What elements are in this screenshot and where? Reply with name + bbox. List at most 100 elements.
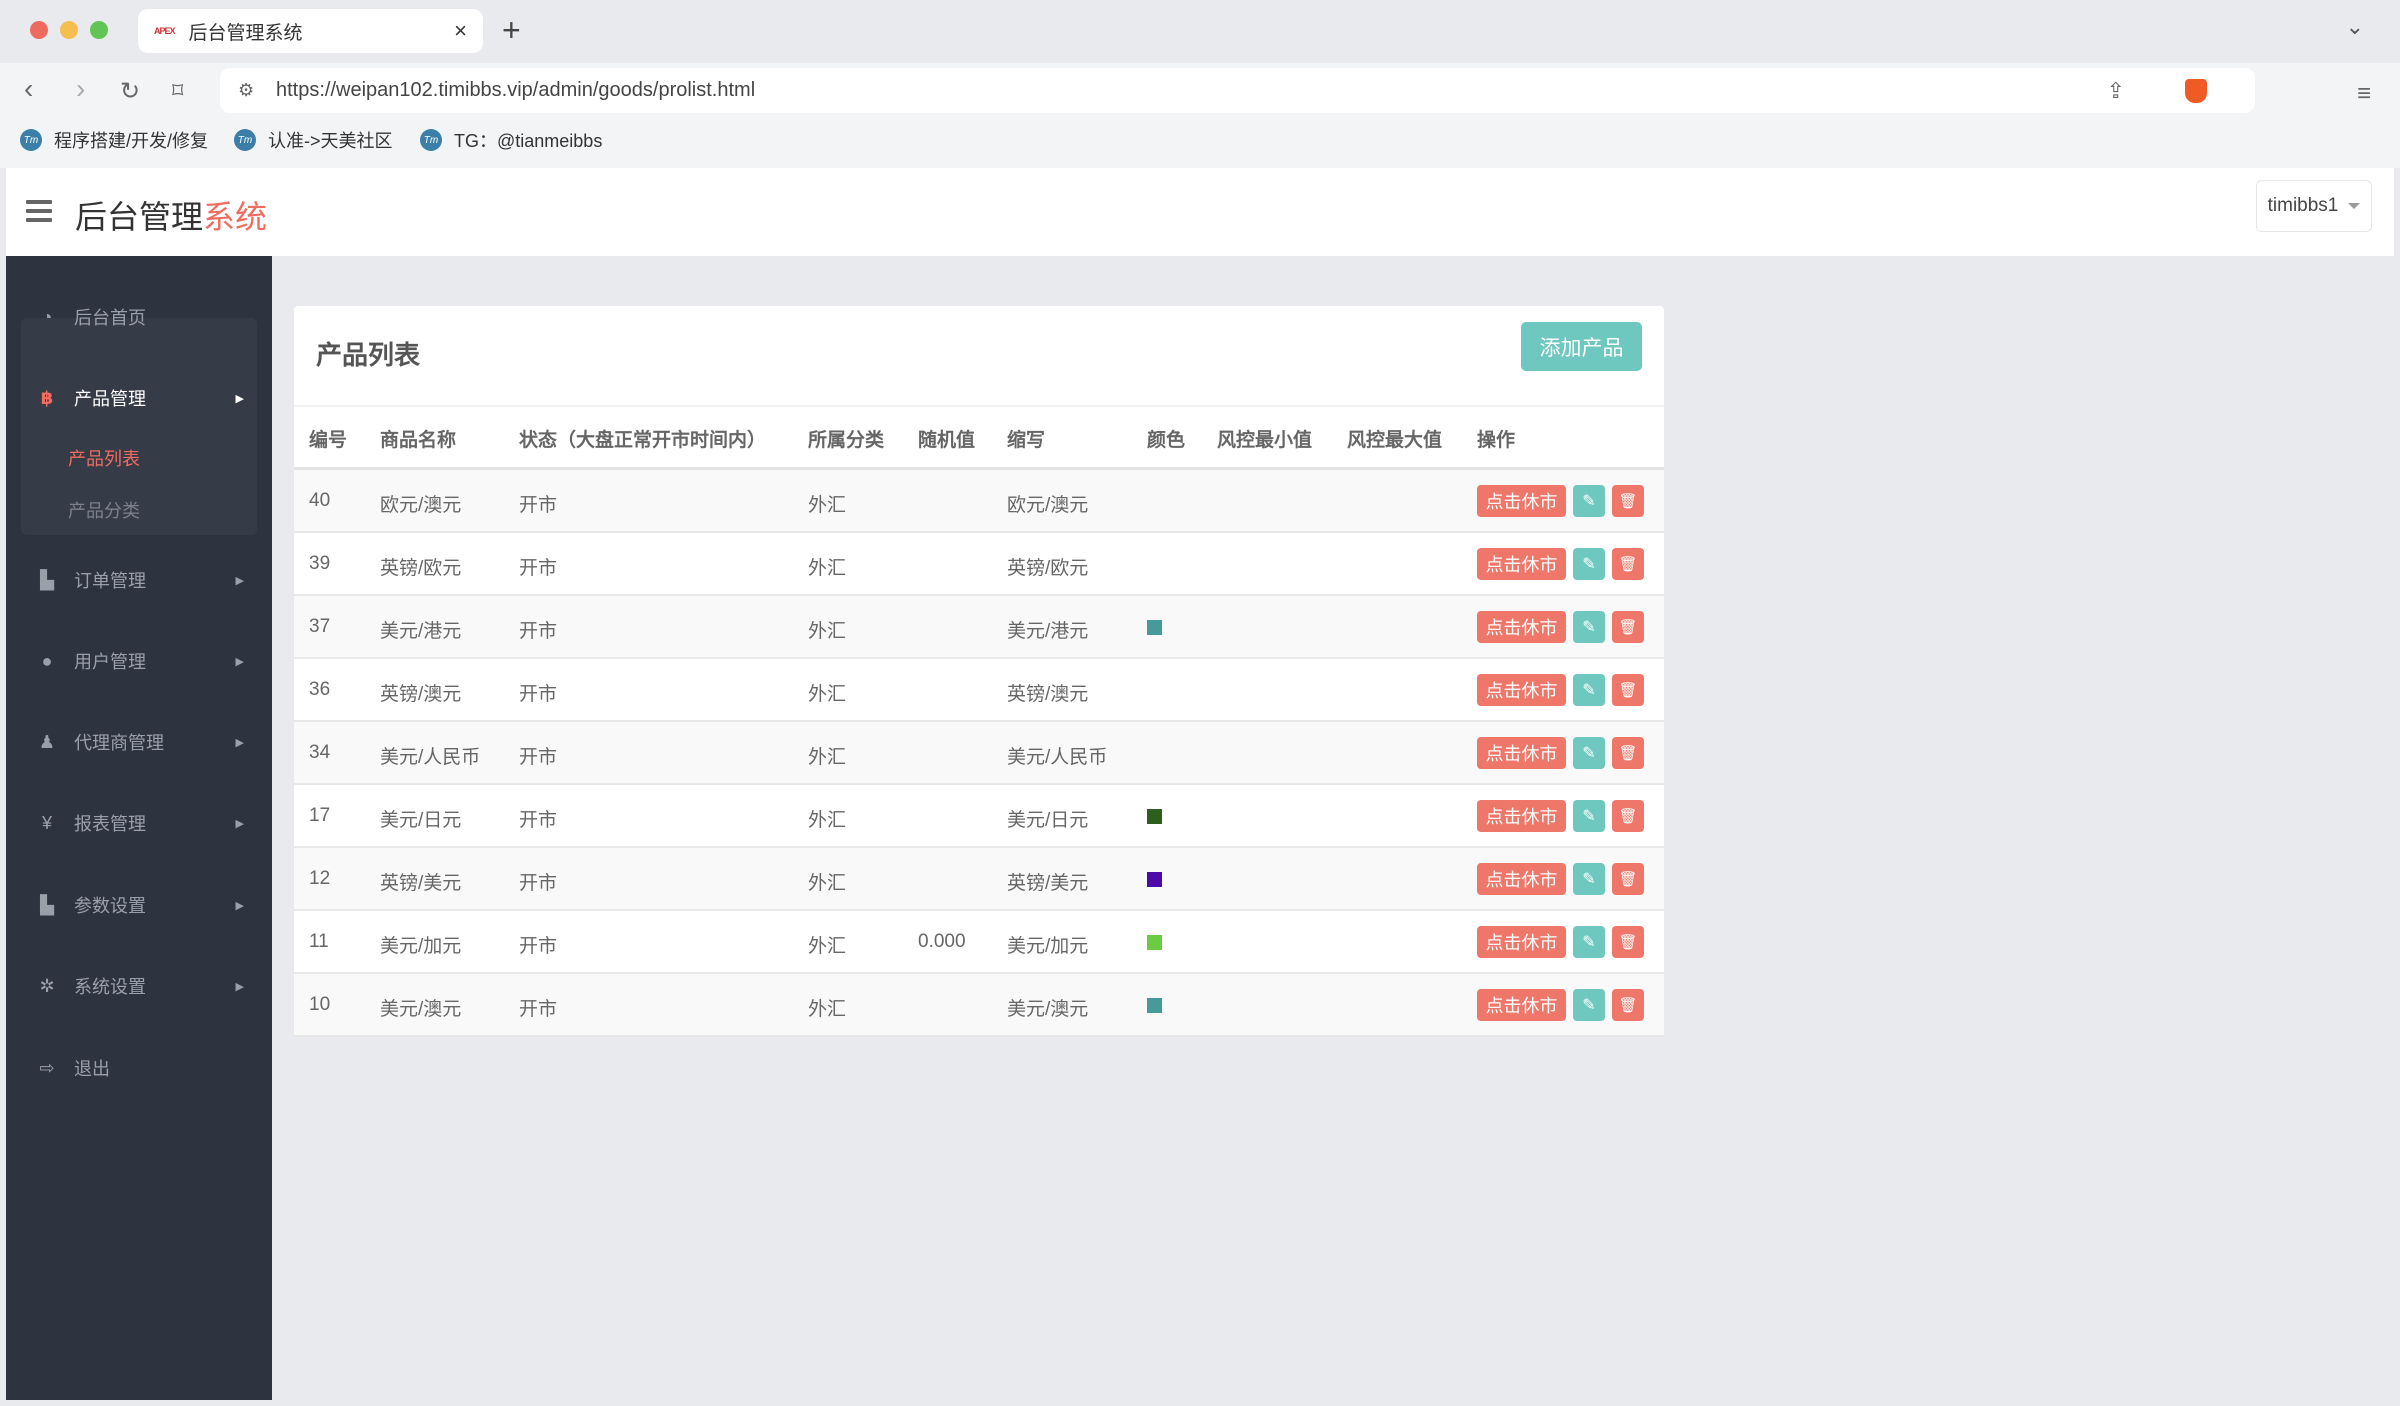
cell-status: 开市: [519, 747, 558, 768]
close-market-button[interactable]: 点击休市: [1477, 926, 1566, 958]
column-header: 编号: [309, 430, 348, 451]
maximize-window-button[interactable]: [90, 21, 108, 39]
chevron-right-icon: ▶: [235, 736, 244, 749]
close-tab-icon[interactable]: ×: [454, 18, 467, 43]
tab-list-chevron-icon[interactable]: ⌄: [2345, 14, 2364, 39]
cell-name: 英镑/美元: [380, 873, 462, 894]
cell-id: 11: [309, 931, 329, 952]
close-market-button[interactable]: 点击休市: [1477, 674, 1566, 706]
address-bar[interactable]: ⚙ https://weipan102.timibbs.vip/admin/go…: [220, 68, 2255, 113]
delete-button[interactable]: 🗑: [1612, 611, 1644, 643]
delete-button[interactable]: 🗑: [1612, 800, 1644, 832]
table-row: 11 美元/加元 开市 外汇 0.000 美元/加元 点击休市 ✎ 🗑: [294, 911, 1664, 974]
edit-button[interactable]: ✎: [1573, 611, 1605, 643]
color-swatch: [1147, 998, 1162, 1013]
column-header: 风控最大值: [1347, 430, 1443, 451]
cell-status: 开市: [519, 684, 558, 705]
back-icon[interactable]: ‹: [24, 73, 34, 104]
edit-button[interactable]: ✎: [1573, 800, 1605, 832]
sidebar-item-label: 后台首页: [74, 308, 146, 328]
menu-icon[interactable]: ≡: [2357, 80, 2372, 107]
site-settings-icon[interactable]: ⚙: [238, 80, 255, 100]
cell-name: 英镑/澳元: [380, 684, 462, 705]
sidebar-item[interactable]: ▙ 参数设置 ▶: [34, 892, 244, 918]
edit-button[interactable]: ✎: [1573, 737, 1605, 769]
sidebar-item[interactable]: ● 用户管理 ▶: [34, 648, 244, 674]
cell-name: 英镑/欧元: [380, 558, 462, 579]
close-market-button[interactable]: 点击休市: [1477, 737, 1566, 769]
sidebar-item-label: 用户管理: [74, 652, 146, 672]
sidebar-item[interactable]: ▙ 订单管理 ▶: [34, 567, 244, 593]
cell-abbr: 美元/港元: [1007, 621, 1089, 642]
cell-status: 开市: [519, 936, 558, 957]
sidebar-subitem[interactable]: 产品分类: [68, 497, 278, 523]
close-market-button[interactable]: 点击休市: [1477, 800, 1566, 832]
close-market-button[interactable]: 点击休市: [1477, 611, 1566, 643]
share-icon[interactable]: ⇪: [2106, 77, 2125, 103]
reload-icon[interactable]: ↻: [120, 78, 141, 105]
bookmark-label: TG：@tianmeibbs: [454, 131, 603, 151]
bookmark-label: 程序搭建/开发/修复: [54, 131, 209, 151]
add-product-button[interactable]: 添加产品: [1521, 322, 1642, 371]
delete-button[interactable]: 🗑: [1612, 926, 1644, 958]
close-window-button[interactable]: [30, 21, 48, 39]
sidebar-item[interactable]: ◔ 后台首页: [34, 304, 244, 330]
sidebar-item[interactable]: ¥ 报表管理 ▶: [34, 810, 244, 836]
edit-button[interactable]: ✎: [1573, 674, 1605, 706]
close-market-button[interactable]: 点击休市: [1477, 863, 1566, 895]
cell-name: 美元/日元: [380, 810, 462, 831]
color-swatch: [1147, 620, 1162, 635]
cell-abbr: 英镑/澳元: [1007, 684, 1089, 705]
close-market-button[interactable]: 点击休市: [1477, 485, 1566, 517]
edit-button[interactable]: ✎: [1573, 548, 1605, 580]
sidebar-item[interactable]: ⇨ 退出: [34, 1055, 244, 1081]
bitcoin-icon: ฿: [40, 387, 54, 408]
forward-icon[interactable]: ›: [76, 73, 86, 104]
pencil-icon: ✎: [1582, 808, 1596, 825]
close-market-button[interactable]: 点击休市: [1477, 989, 1566, 1021]
cell-id: 34: [309, 742, 331, 763]
bookmark-item[interactable]: Tm TG：@tianmeibbs: [420, 127, 602, 153]
cell-name: 欧元/澳元: [380, 495, 462, 516]
cell-name: 美元/人民币: [380, 747, 481, 768]
sidebar-item[interactable]: ♟ 代理商管理 ▶: [34, 729, 244, 755]
sidebar-subitem-label: 产品分类: [68, 501, 140, 521]
app-header: [6, 168, 2394, 256]
edit-button[interactable]: ✎: [1573, 926, 1605, 958]
cell-id: 12: [309, 868, 331, 889]
column-header: 操作: [1477, 430, 1516, 451]
delete-button[interactable]: 🗑: [1612, 989, 1644, 1021]
color-swatch: [1147, 935, 1162, 950]
edit-button[interactable]: ✎: [1573, 485, 1605, 517]
pencil-icon: ✎: [1582, 934, 1596, 951]
delete-button[interactable]: 🗑: [1612, 485, 1644, 517]
caret-down-icon: [2348, 203, 2361, 209]
sidebar-item-label: 参数设置: [74, 896, 146, 916]
new-tab-button[interactable]: +: [502, 12, 521, 48]
column-header: 颜色: [1147, 430, 1186, 451]
hamburger-menu-icon[interactable]: [26, 200, 52, 227]
sidebar-subitem[interactable]: 产品列表: [68, 445, 278, 471]
bookmark-favicon-icon: Tm: [20, 129, 42, 151]
brave-shield-icon[interactable]: [2185, 78, 2207, 103]
delete-button[interactable]: 🗑: [1612, 548, 1644, 580]
close-market-button[interactable]: 点击休市: [1477, 548, 1566, 580]
edit-button[interactable]: ✎: [1573, 989, 1605, 1021]
cell-status: 开市: [519, 495, 558, 516]
user-dropdown[interactable]: timibbs1: [2256, 180, 2372, 232]
table-row: 34 美元/人民币 开市 外汇 美元/人民币 点击休市 ✎ 🗑: [294, 722, 1664, 785]
sidebar-item[interactable]: ฿ 产品管理 ▶: [34, 385, 244, 411]
bookmark-icon[interactable]: ⌑: [172, 78, 184, 103]
trash-icon: 🗑: [1618, 871, 1638, 888]
bookmark-item[interactable]: Tm 认准->天美社区: [234, 127, 393, 153]
delete-button[interactable]: 🗑: [1612, 674, 1644, 706]
cell-abbr: 美元/人民币: [1007, 747, 1108, 768]
minimize-window-button[interactable]: [60, 21, 78, 39]
browser-tab[interactable]: APEX 后台管理系统 ×: [138, 9, 483, 53]
trash-icon: 🗑: [1618, 556, 1638, 573]
delete-button[interactable]: 🗑: [1612, 737, 1644, 769]
bookmark-item[interactable]: Tm 程序搭建/开发/修复: [20, 127, 208, 153]
delete-button[interactable]: 🗑: [1612, 863, 1644, 895]
edit-button[interactable]: ✎: [1573, 863, 1605, 895]
sidebar-item[interactable]: ✲ 系统设置 ▶: [34, 973, 244, 999]
